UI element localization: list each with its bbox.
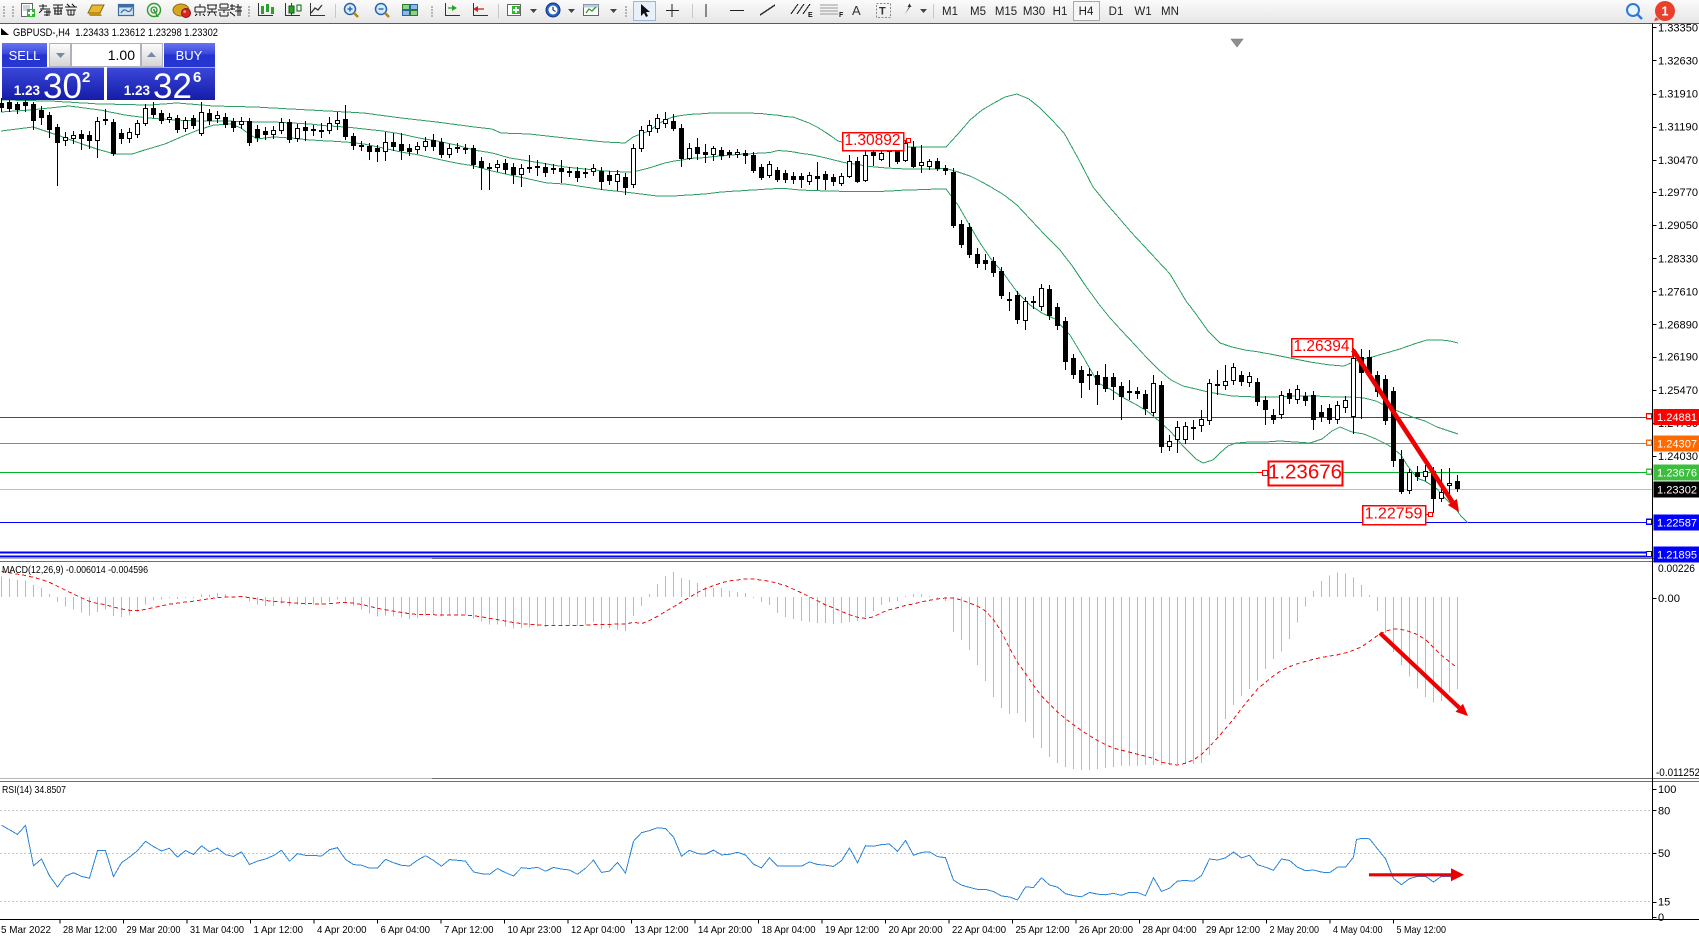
svg-text:-0.011252: -0.011252: [1656, 767, 1699, 779]
svg-text:26 Apr 20:00: 26 Apr 20:00: [1079, 924, 1133, 936]
svg-text:19 Apr 12:00: 19 Apr 12:00: [825, 924, 879, 936]
svg-text:W1: W1: [1134, 6, 1151, 18]
svg-text:50: 50: [1658, 848, 1670, 860]
svg-text:SELL: SELL: [9, 48, 41, 63]
svg-text:30: 30: [43, 67, 82, 106]
svg-text:29 Mar 20:00: 29 Mar 20:00: [127, 924, 181, 936]
svg-text:1.31910: 1.31910: [1658, 89, 1698, 101]
svg-text:M30: M30: [1023, 6, 1045, 18]
svg-text:T: T: [879, 6, 886, 18]
svg-text:MN: MN: [1161, 6, 1179, 18]
svg-text:18 Apr 04:00: 18 Apr 04:00: [762, 924, 816, 936]
svg-text:0.00226: 0.00226: [1658, 563, 1695, 575]
svg-text:5 Mar 2022: 5 Mar 2022: [1, 924, 51, 936]
svg-text:M15: M15: [995, 6, 1017, 18]
svg-text:1.27610: 1.27610: [1658, 286, 1698, 298]
svg-text:15: 15: [1658, 897, 1670, 909]
svg-text:H4: H4: [1079, 6, 1094, 18]
svg-text:1.32630: 1.32630: [1658, 56, 1698, 68]
svg-text:1.30470: 1.30470: [1658, 155, 1698, 167]
svg-text:1.22759: 1.22759: [1365, 506, 1423, 523]
svg-text:1.29770: 1.29770: [1658, 187, 1698, 199]
svg-text:1.22587: 1.22587: [1657, 518, 1697, 530]
svg-text:2 May 20:00: 2 May 20:00: [1270, 924, 1320, 936]
svg-text:20 Apr 20:00: 20 Apr 20:00: [889, 924, 943, 936]
svg-text:1.33350: 1.33350: [1658, 22, 1698, 34]
svg-text:1.29050: 1.29050: [1658, 220, 1698, 232]
svg-text:6: 6: [193, 69, 201, 86]
svg-text:12 Apr 04:00: 12 Apr 04:00: [571, 924, 625, 936]
svg-text:1.23676: 1.23676: [1657, 467, 1697, 479]
svg-text:MACD(12,26,9) -0.006014 -0.004: MACD(12,26,9) -0.006014 -0.004596: [2, 564, 148, 576]
svg-text:1.24881: 1.24881: [1657, 412, 1697, 424]
svg-text:14 Apr 20:00: 14 Apr 20:00: [698, 924, 752, 936]
svg-text:1.23302: 1.23302: [1657, 485, 1697, 497]
svg-text:1.21895: 1.21895: [1657, 550, 1697, 562]
svg-text:13 Apr 12:00: 13 Apr 12:00: [635, 924, 689, 936]
svg-text:F: F: [839, 12, 844, 19]
svg-text:RSI(14) 34.8507: RSI(14) 34.8507: [2, 784, 66, 796]
svg-text:1.23676: 1.23676: [1268, 460, 1342, 483]
svg-text:1.25470: 1.25470: [1658, 385, 1698, 397]
svg-text:GBPUSD-,H4 1.23433 1.23612 1.: GBPUSD-,H4 1.23433 1.23612 1.23298 1.233…: [13, 27, 218, 39]
svg-text:1.24307: 1.24307: [1657, 438, 1697, 450]
svg-text:0: 0: [1658, 912, 1664, 924]
svg-text:29 Apr 12:00: 29 Apr 12:00: [1206, 924, 1260, 936]
svg-text:1.00: 1.00: [108, 47, 135, 63]
svg-text:1.26394: 1.26394: [1293, 338, 1349, 355]
svg-text:28 Apr 04:00: 28 Apr 04:00: [1143, 924, 1197, 936]
svg-text:7 Apr 12:00: 7 Apr 12:00: [444, 924, 494, 936]
svg-text:4 Apr 20:00: 4 Apr 20:00: [317, 924, 367, 936]
svg-text:100: 100: [1658, 784, 1676, 796]
svg-text:1.26890: 1.26890: [1658, 319, 1698, 331]
svg-text:1.30892: 1.30892: [844, 132, 900, 149]
svg-text:80: 80: [1658, 806, 1670, 818]
svg-text:1: 1: [1662, 5, 1669, 19]
svg-text:1.23: 1.23: [14, 83, 41, 98]
svg-text:M5: M5: [970, 6, 986, 18]
svg-text:E: E: [808, 12, 813, 19]
svg-text:28 Mar 12:00: 28 Mar 12:00: [63, 924, 117, 936]
svg-text:32: 32: [153, 67, 192, 106]
svg-text:BUY: BUY: [176, 48, 203, 63]
svg-text:2: 2: [82, 69, 90, 86]
svg-text:5 May 12:00: 5 May 12:00: [1397, 924, 1447, 936]
svg-text:31 Mar 04:00: 31 Mar 04:00: [190, 924, 244, 936]
svg-text:A: A: [852, 3, 861, 18]
svg-text:D1: D1: [1109, 6, 1124, 18]
svg-text:0.00: 0.00: [1658, 593, 1680, 605]
svg-text:4 May 04:00: 4 May 04:00: [1333, 924, 1383, 936]
svg-text:1.31190: 1.31190: [1658, 122, 1698, 134]
svg-text:1.26190: 1.26190: [1658, 352, 1698, 364]
svg-text:6 Apr 04:00: 6 Apr 04:00: [381, 924, 431, 936]
svg-text:M1: M1: [942, 6, 958, 18]
svg-text:1.28330: 1.28330: [1658, 253, 1698, 265]
svg-text:1.23: 1.23: [124, 83, 151, 98]
svg-text:1 Apr 12:00: 1 Apr 12:00: [254, 924, 304, 936]
svg-text:1.24030: 1.24030: [1658, 451, 1698, 463]
svg-text:25 Apr 12:00: 25 Apr 12:00: [1016, 924, 1070, 936]
svg-text:22 Apr 04:00: 22 Apr 04:00: [952, 924, 1006, 936]
svg-text:10 Apr 23:00: 10 Apr 23:00: [508, 924, 562, 936]
svg-text:H1: H1: [1053, 6, 1068, 18]
